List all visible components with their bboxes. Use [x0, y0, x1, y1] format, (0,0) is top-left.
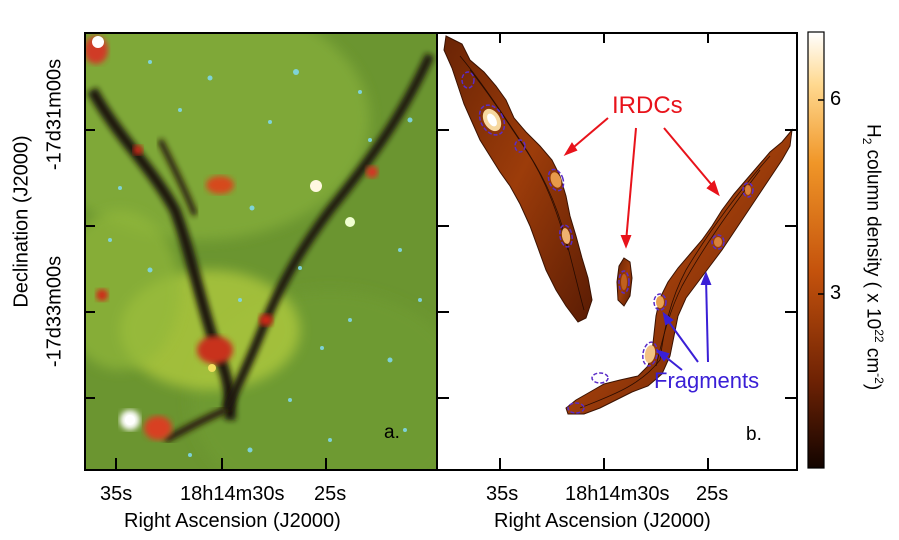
colorbar-title: H2 column density ( x 1022 cm-2)	[859, 123, 887, 391]
panel-a-image	[84, 32, 436, 469]
panel-a-frame	[84, 32, 438, 471]
panel-a-xtick-1: 35s	[100, 483, 133, 505]
panel-b-frame	[436, 32, 798, 471]
colorbar-tick-6: 6	[830, 88, 842, 110]
panel-b-xlabel: Right Ascension (J2000)	[494, 510, 711, 532]
colorbar	[807, 31, 825, 469]
panel-b-map	[443, 35, 793, 415]
panel-b-label: b.	[746, 424, 762, 445]
panel-a-xtick-3: 25s	[314, 483, 347, 505]
fragments-annotation: Fragments	[654, 368, 760, 393]
panel-a-ytick-1: -17d31m00s	[43, 58, 66, 171]
panel-b-xtick-1: 35s	[486, 483, 519, 505]
panel-b-xtick-2: 18h14m30s	[565, 483, 670, 505]
colorbar-tick-3: 3	[830, 282, 842, 304]
panel-a-label: a.	[384, 422, 400, 443]
irdc-filament-left	[443, 35, 593, 323]
panel-a-xlabel: Right Ascension (J2000)	[124, 510, 341, 532]
irdcs-annotation: IRDCs	[612, 92, 683, 119]
panel-a-xtick-2: 18h14m30s	[180, 483, 285, 505]
panel-a-ytick-2: -17d33m00s	[43, 255, 66, 368]
panel-a-ylabel: Declination (J2000)	[10, 135, 33, 308]
panel-b-xtick-3: 25s	[696, 483, 729, 505]
